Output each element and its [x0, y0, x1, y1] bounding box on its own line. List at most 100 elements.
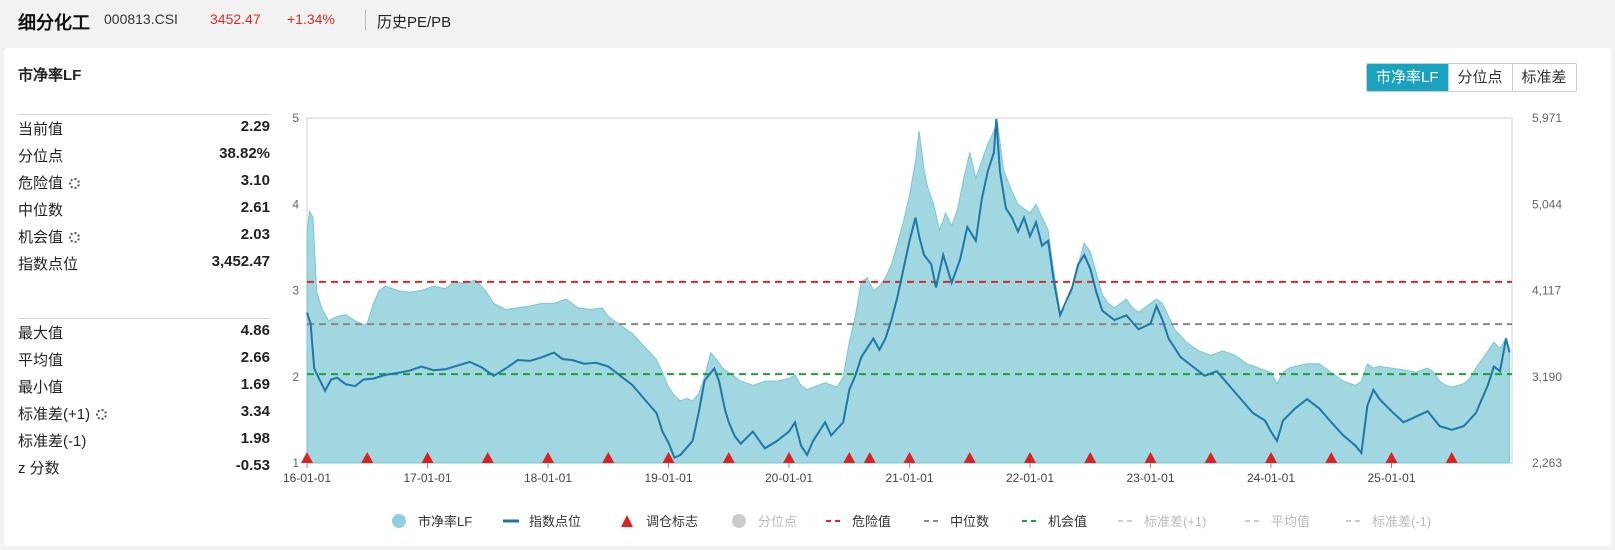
y-left-tick-label: 4	[292, 197, 299, 211]
stat-label: 危险值	[18, 175, 64, 192]
stat-value: 3,452.47	[211, 253, 270, 270]
stat-label: z 分数	[18, 460, 60, 477]
y-right-tick-label: 3,190	[1532, 370, 1562, 384]
index-name: 细分化工	[18, 13, 90, 33]
gear-icon[interactable]	[96, 409, 108, 420]
stat-value: 2.61	[240, 199, 270, 216]
rebalance-marker	[301, 452, 313, 463]
stat-label: 指数点位	[18, 256, 79, 273]
stat-label: 机会值	[18, 229, 64, 246]
stat-value: 2.66	[240, 349, 270, 366]
rebalance-marker	[1385, 452, 1398, 463]
stat-label: 标准差(-1)	[18, 433, 87, 450]
x-tick-label: 16-01-01	[283, 471, 331, 485]
stat-value: 3.10	[240, 172, 270, 189]
rebalance-marker	[783, 452, 795, 463]
metric-tabs: 市净率LF 分位点 标准差	[1366, 63, 1577, 92]
legend-symbol	[732, 514, 746, 528]
header-divider	[365, 10, 366, 30]
stat-median: 中位数 2.61	[18, 199, 270, 219]
stat-label: 最大值	[18, 325, 64, 342]
legend-label: 分位点	[758, 514, 797, 529]
rebalance-marker	[1204, 452, 1217, 463]
stat-opportunity: 机会值 2.03	[18, 226, 270, 246]
legend-label: 平均值	[1271, 514, 1310, 529]
y-right-tick-label: 4,117	[1532, 284, 1561, 298]
legend-label: 机会值	[1048, 514, 1087, 529]
stat-value: 2.03	[240, 226, 270, 243]
rebalance-marker	[1144, 452, 1157, 463]
legend-label: 市净率LF	[418, 514, 472, 529]
stat-value: 3.34	[240, 403, 270, 420]
gear-icon[interactable]	[69, 178, 81, 189]
rebalance-marker	[481, 452, 494, 463]
index-line-series	[306, 118, 1511, 460]
rebalance-marker	[863, 452, 876, 463]
stat-min: 最小值 1.69	[18, 376, 270, 396]
legend-label: 危险值	[852, 514, 891, 529]
y-left-tick-label: 1	[292, 456, 299, 470]
legend-label: 指数点位	[529, 514, 581, 529]
rebalance-marker	[1445, 452, 1458, 463]
stat-label: 标准差(+1)	[18, 406, 91, 423]
y-right-tick-label: 2,263	[1532, 456, 1562, 470]
stat-value: 2.29	[240, 118, 270, 135]
x-tick-label: 17-01-01	[403, 471, 451, 485]
legend-symbol	[392, 514, 406, 528]
gear-icon[interactable]	[69, 232, 81, 243]
x-tick-label: 23-01-01	[1126, 471, 1174, 485]
panel-title: 市净率LF	[18, 67, 82, 84]
x-tick-label: 18-01-01	[524, 471, 572, 485]
x-tick-label: 21-01-01	[885, 471, 933, 485]
stat-label: 当前值	[18, 121, 64, 138]
legend-label: 标准差(-1)	[1372, 514, 1431, 529]
x-tick-label: 25-01-01	[1367, 471, 1415, 485]
stat-max: 最大值 4.86	[18, 322, 270, 342]
tab-std-dev[interactable]: 标准差	[1511, 64, 1576, 91]
y-left-tick-label: 5	[292, 111, 299, 125]
stats-divider-mid	[18, 318, 270, 319]
tab-percentile[interactable]: 分位点	[1447, 64, 1512, 91]
index-price: 3452.47	[210, 11, 261, 27]
rebalance-marker	[1325, 452, 1338, 463]
stat-label: 中位数	[18, 202, 64, 219]
stat-current: 当前值 2.29	[18, 118, 270, 138]
stats-divider-top	[18, 114, 270, 115]
legend-label: 中位数	[950, 514, 989, 529]
rebalance-marker	[542, 452, 554, 463]
legend-label: 标准差(+1)	[1144, 514, 1206, 529]
x-tick-label: 24-01-01	[1247, 471, 1295, 485]
stat-label: 分位点	[18, 148, 64, 165]
rebalance-marker	[1024, 452, 1036, 463]
rebalance-marker	[963, 452, 976, 463]
stat-value: 1.69	[240, 376, 270, 393]
history-pe-pb-link[interactable]: 历史PE/PB	[377, 14, 452, 31]
stat-value: -0.53	[235, 457, 270, 474]
stat-z-score: z 分数 -0.53	[18, 457, 270, 477]
header-bar: 细分化工 000813.CSI 3452.47 +1.34% 历史PE/PB	[0, 0, 1615, 40]
stat-label: 平均值	[18, 352, 64, 369]
stat-std-plus: 标准差(+1) 3.34	[18, 403, 270, 423]
y-left-tick-label: 3	[292, 284, 299, 298]
rebalance-marker	[361, 452, 374, 463]
stat-label: 最小值	[18, 379, 64, 396]
pb-area-series	[306, 120, 1511, 464]
tab-pb-lf[interactable]: 市净率LF	[1367, 64, 1448, 91]
stat-mean: 平均值 2.66	[18, 349, 270, 369]
stat-value: 38.82%	[219, 145, 270, 162]
rebalance-marker	[903, 452, 916, 463]
rebalance-marker	[662, 452, 675, 463]
y-right-tick-label: 5,044	[1532, 197, 1562, 211]
x-tick-label: 19-01-01	[644, 471, 692, 485]
rebalance-marker	[843, 452, 856, 463]
x-tick-label: 22-01-01	[1006, 471, 1054, 485]
legend-symbol	[621, 515, 633, 527]
y-left-tick-label: 2	[292, 370, 299, 384]
stat-danger: 危险值 3.10	[18, 172, 270, 192]
index-code: 000813.CSI	[104, 11, 178, 27]
stat-std-minus: 标准差(-1) 1.98	[18, 430, 270, 450]
legend-label: 调仓标志	[646, 514, 698, 529]
index-change: +1.34%	[287, 11, 335, 27]
rebalance-marker	[1084, 452, 1097, 463]
